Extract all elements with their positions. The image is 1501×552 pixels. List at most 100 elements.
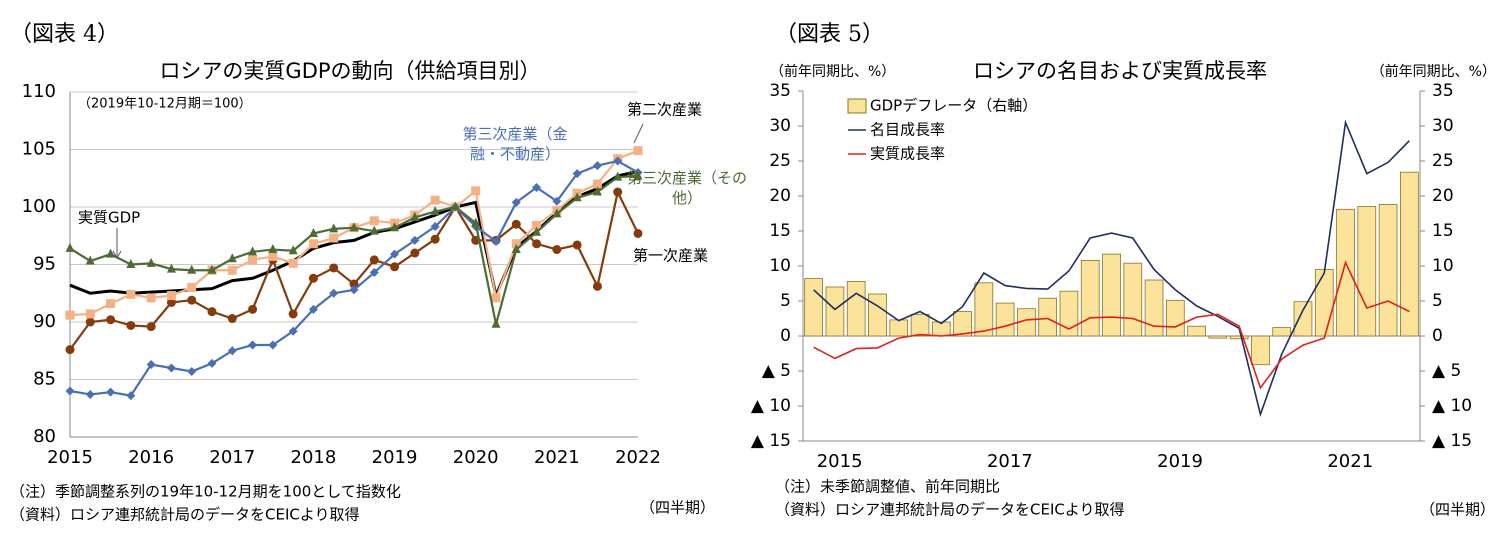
marker bbox=[207, 264, 217, 274]
bar bbox=[1357, 206, 1377, 337]
marker bbox=[248, 246, 258, 256]
marker bbox=[572, 169, 582, 179]
y2-tick-label: 10 bbox=[1432, 256, 1454, 276]
series-label: 第二次産業 bbox=[627, 101, 702, 119]
marker bbox=[288, 309, 298, 319]
marker bbox=[329, 263, 339, 273]
marker bbox=[369, 216, 379, 226]
marker bbox=[146, 257, 156, 267]
marker bbox=[65, 345, 75, 355]
marker bbox=[106, 387, 116, 397]
marker bbox=[511, 244, 521, 254]
x-tick-label: 2021 bbox=[1327, 451, 1373, 472]
legend-label: 名目成長率 bbox=[870, 121, 945, 139]
note: （資料）ロシア連邦統計局のデータをCEICより取得 bbox=[10, 506, 360, 524]
marker bbox=[166, 291, 176, 301]
marker bbox=[369, 225, 379, 235]
bar bbox=[1102, 253, 1121, 337]
marker bbox=[146, 322, 156, 332]
legend-label: GDPデフレータ（右軸） bbox=[870, 97, 1037, 115]
note: （注）季節調整系列の19年10-12月期を100として指数化 bbox=[10, 483, 401, 501]
y-tick-label: 25 bbox=[769, 151, 791, 171]
y-axis-label: （前年同期比、%） bbox=[770, 63, 895, 80]
bar bbox=[1293, 301, 1313, 337]
y2-tick-label: ▲ 15 bbox=[1432, 431, 1472, 451]
y-tick-label: ▲ 10 bbox=[751, 396, 791, 416]
y2-tick-label: 35 bbox=[1432, 81, 1454, 101]
y-tick-label: 95 bbox=[33, 254, 56, 275]
y-tick-label: 105 bbox=[22, 139, 56, 160]
marker bbox=[268, 244, 278, 254]
figure-label: （図表 4） bbox=[10, 22, 119, 47]
bar bbox=[910, 313, 930, 337]
marker bbox=[633, 170, 643, 180]
bar bbox=[1165, 299, 1185, 337]
marker bbox=[471, 186, 481, 196]
marker bbox=[532, 220, 542, 230]
x-tick-label: 2019 bbox=[1157, 451, 1203, 472]
x-tick-label: 2020 bbox=[453, 447, 499, 468]
marker bbox=[126, 289, 136, 299]
x-tick-label: 2021 bbox=[534, 447, 580, 468]
marker bbox=[248, 255, 258, 265]
marker bbox=[491, 318, 501, 328]
marker bbox=[329, 223, 339, 233]
x-tick-label: 2015 bbox=[817, 451, 863, 472]
marker bbox=[592, 281, 602, 291]
bar bbox=[1038, 297, 1058, 337]
bar bbox=[846, 280, 866, 337]
marker bbox=[308, 304, 318, 314]
marker bbox=[633, 146, 643, 156]
marker bbox=[227, 346, 237, 356]
marker bbox=[592, 179, 602, 189]
marker bbox=[106, 299, 116, 309]
marker bbox=[613, 171, 623, 181]
legend-swatch bbox=[847, 98, 867, 114]
marker bbox=[390, 222, 400, 232]
note: （注）未季節調整値、前年同期比 bbox=[775, 478, 1000, 496]
bar bbox=[1272, 327, 1292, 337]
bar bbox=[1251, 335, 1270, 366]
line bbox=[69, 169, 639, 301]
marker bbox=[288, 326, 298, 336]
y-tick-label: ▲ 5 bbox=[762, 361, 791, 381]
x-unit: （四半期） bbox=[1420, 501, 1495, 519]
bar bbox=[1336, 208, 1355, 337]
bar bbox=[1080, 259, 1100, 337]
marker bbox=[207, 358, 217, 368]
x-tick-label: 2018 bbox=[291, 447, 337, 468]
marker bbox=[106, 315, 116, 325]
marker bbox=[85, 255, 95, 265]
marker bbox=[613, 156, 623, 166]
marker bbox=[288, 258, 298, 268]
bar bbox=[1229, 335, 1249, 340]
bar bbox=[804, 278, 823, 337]
marker bbox=[532, 182, 542, 192]
y-tick-label: ▲ 15 bbox=[751, 431, 791, 451]
marker bbox=[390, 262, 400, 272]
bar bbox=[953, 311, 972, 337]
note: （資料）ロシア連邦統計局のデータをCEICより取得 bbox=[775, 501, 1125, 519]
y2-tick-label: ▲ 10 bbox=[1432, 396, 1472, 416]
marker bbox=[613, 187, 623, 197]
marker bbox=[552, 196, 562, 206]
bar bbox=[889, 319, 909, 337]
label-arrowhead bbox=[112, 250, 122, 260]
marker bbox=[471, 217, 481, 227]
y-tick-label: 5 bbox=[780, 291, 791, 311]
series-label: 実質GDP bbox=[78, 209, 140, 227]
bar bbox=[1208, 335, 1228, 339]
y2-tick-label: 15 bbox=[1432, 221, 1454, 241]
bar bbox=[1314, 269, 1334, 337]
y-tick-label: 35 bbox=[769, 81, 791, 101]
marker bbox=[552, 245, 562, 255]
marker bbox=[430, 222, 440, 232]
y-tick-label: 0 bbox=[780, 326, 791, 346]
y-tick-label: 100 bbox=[22, 196, 56, 217]
marker bbox=[410, 248, 420, 258]
marker bbox=[410, 211, 420, 221]
marker bbox=[308, 227, 318, 237]
marker bbox=[268, 251, 278, 261]
bar bbox=[1400, 171, 1419, 337]
label-arrow bbox=[633, 123, 644, 144]
